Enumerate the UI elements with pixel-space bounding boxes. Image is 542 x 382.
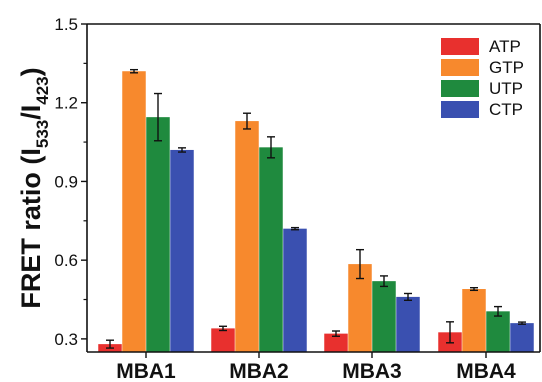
y-axis-label: FRET ratio (I533/I423)	[16, 67, 52, 308]
bar-ctp-mba4	[510, 323, 534, 352]
y-axis-title: FRET ratio (I533/I423)	[16, 67, 52, 308]
x-tick-label-mba4: MBA4	[456, 360, 516, 382]
legend-label: ATP	[489, 37, 521, 56]
legend-label: CTP	[489, 100, 523, 119]
bar-utp-mba3	[372, 281, 396, 352]
y-tick-label: 0.6	[54, 251, 78, 270]
y-tick-label: 0.3	[54, 330, 78, 349]
legend-label: GTP	[489, 58, 524, 77]
legend-item-gtp: GTP	[441, 58, 524, 77]
legend-item-atp: ATP	[441, 37, 521, 56]
error-bar-atp-mba2	[219, 326, 227, 330]
legend-item-utp: UTP	[441, 79, 523, 98]
bar-utp-mba4	[486, 311, 510, 352]
bar-atp-mba2	[211, 328, 235, 352]
bar-gtp-mba1	[122, 71, 146, 352]
bar-gtp-mba4	[462, 289, 486, 352]
y-tick-label: 1.5	[54, 15, 78, 34]
legend-label: UTP	[489, 79, 523, 98]
y-tick-label: 1.2	[54, 94, 78, 113]
legend: ATP GTP UTP CTP	[441, 37, 524, 119]
legend-swatch	[441, 101, 479, 118]
bar-ctp-mba3	[396, 297, 420, 352]
bar-ctp-mba1	[170, 150, 194, 352]
bar-utp-mba2	[259, 147, 283, 352]
y-tick-label: 0.9	[54, 172, 78, 191]
legend-item-ctp: CTP	[441, 100, 523, 119]
x-tick-label-mba2: MBA2	[229, 360, 289, 382]
bar-gtp-mba2	[235, 121, 259, 352]
error-bar-gtp-mba1	[130, 70, 138, 73]
bar-ctp-mba2	[283, 229, 307, 352]
bar-utp-mba1	[146, 117, 170, 352]
x-tick-label-mba1: MBA1	[116, 360, 176, 382]
legend-swatch	[441, 38, 479, 55]
x-tick-label-mba3: MBA3	[342, 360, 402, 382]
legend-swatch	[441, 59, 479, 76]
legend-swatch	[441, 80, 479, 97]
